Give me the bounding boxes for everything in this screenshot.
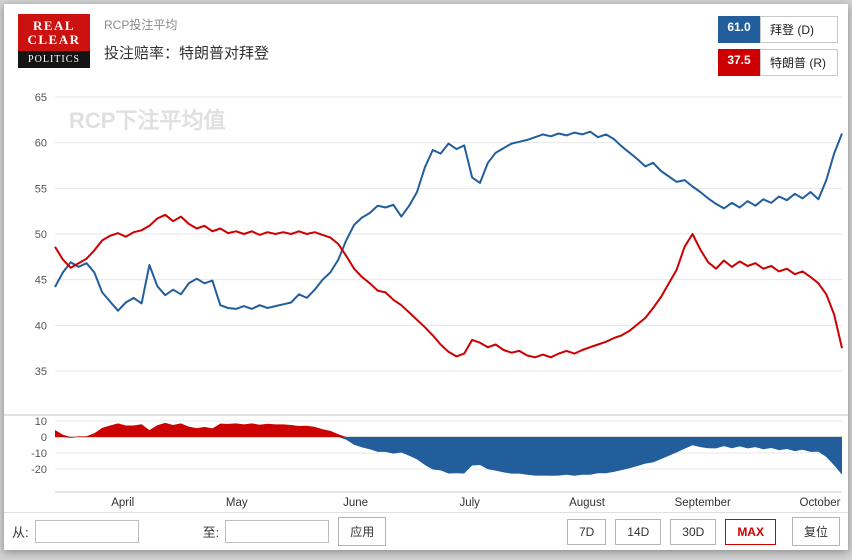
y-tick-label: 45 — [35, 275, 47, 287]
y-tick-label: 60 — [35, 138, 47, 150]
series-line-biden — [54, 130, 843, 312]
spread-tick-label: -10 — [31, 448, 47, 460]
from-label: 从: — [12, 525, 29, 540]
controls-bar: 从: 至: 应用 7D 14D 30D MAX 复位 — [4, 512, 848, 550]
y-tick-label: 40 — [35, 320, 47, 332]
biden-value-badge: 61.0 — [718, 16, 760, 43]
chart-card: REAL CLEAR POLITICS RCP投注平均 投注赔率：特朗普对拜登 … — [4, 4, 848, 550]
logo-line3: POLITICS — [18, 50, 90, 68]
x-axis-label: September — [675, 497, 731, 509]
trump-value-badge: 37.5 — [718, 49, 760, 76]
legend-row-trump: 37.5 特朗普 (R) — [718, 49, 838, 76]
reset-button[interactable]: 复位 — [791, 517, 840, 546]
x-axis-label: October — [800, 497, 841, 509]
to-date-input[interactable] — [225, 520, 330, 543]
y-tick-label: 65 — [35, 92, 47, 104]
page-title: 投注赔率：特朗普对拜登 — [104, 45, 270, 62]
y-tick-label: 35 — [35, 366, 47, 378]
rcp-logo-top: REAL CLEAR — [18, 14, 90, 51]
chart-svg: 65 60 55 50 45 40 35 RCP下注平均值 10 0 -10 -20 April May J… — [4, 92, 848, 509]
range-button-max[interactable]: MAX — [725, 518, 776, 545]
x-axis-label: August — [569, 497, 606, 509]
x-axis-label: May — [226, 497, 248, 509]
logo-line1: REAL — [32, 18, 76, 33]
legend-row-biden: 61.0 拜登 (D) — [718, 16, 838, 43]
spread-tick-label: 10 — [35, 416, 47, 428]
spread-area-positive — [55, 422, 842, 437]
header: REAL CLEAR POLITICS RCP投注平均 投注赔率：特朗普对拜登 … — [4, 4, 848, 82]
to-label: 至: — [202, 525, 220, 540]
biden-label: 拜登 (D) — [760, 16, 838, 43]
y-tick-label: 50 — [35, 229, 47, 241]
range-button-30d[interactable]: 30D — [670, 518, 717, 545]
spread-area-negative — [55, 437, 842, 476]
legend: 61.0 拜登 (D) 37.5 特朗普 (R) — [718, 14, 838, 82]
y-tick-label: 55 — [35, 183, 47, 195]
spread-tick-label: -20 — [31, 464, 47, 476]
chart-kicker: RCP投注平均 — [104, 18, 178, 32]
x-axis-label: April — [111, 497, 134, 509]
rcp-logo: REAL CLEAR POLITICS — [18, 14, 90, 68]
watermark: RCP下注平均值 — [69, 108, 225, 133]
range-button-7d[interactable]: 7D — [566, 518, 607, 545]
x-axis-label: June — [343, 497, 368, 509]
spread-tick-label: 0 — [41, 432, 47, 444]
betting-odds-chart[interactable]: 65 60 55 50 45 40 35 RCP下注平均值 10 0 -10 -20 April May J… — [4, 82, 848, 512]
range-button-14d[interactable]: 14D — [615, 518, 662, 545]
logo-line2: CLEAR — [27, 32, 81, 48]
from-date-input[interactable] — [34, 520, 139, 543]
apply-button[interactable]: 应用 — [338, 517, 387, 546]
series-line-trump — [54, 213, 843, 359]
trump-label: 特朗普 (R) — [760, 49, 838, 76]
x-axis-label: July — [459, 497, 480, 509]
title-block: RCP投注平均 投注赔率：特朗普对拜登 — [104, 14, 269, 63]
